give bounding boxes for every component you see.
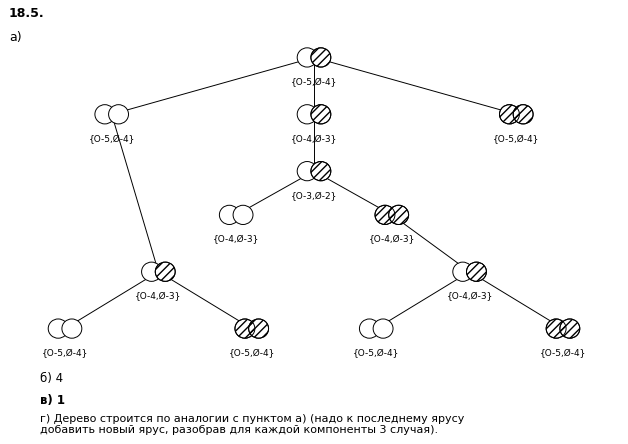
Ellipse shape	[109, 105, 129, 124]
Text: {O-5,Ø-4}: {O-5,Ø-4}	[42, 349, 88, 358]
Text: {O-5,Ø-4}: {O-5,Ø-4}	[89, 135, 135, 144]
Text: {O-5,Ø-4}: {O-5,Ø-4}	[291, 78, 337, 87]
Text: в) 1: в) 1	[40, 394, 65, 407]
Text: г) Дерево строится по аналогии с пунктом а) (надо к последнему ярусу
добавить но: г) Дерево строится по аналогии с пунктом…	[40, 414, 465, 436]
Text: б) 4: б) 4	[40, 373, 63, 385]
Text: {O-5,Ø-4}: {O-5,Ø-4}	[493, 135, 539, 144]
Ellipse shape	[311, 162, 331, 181]
Ellipse shape	[311, 105, 331, 124]
Ellipse shape	[359, 319, 379, 338]
Ellipse shape	[389, 205, 409, 225]
Ellipse shape	[62, 319, 82, 338]
Ellipse shape	[499, 105, 519, 124]
Ellipse shape	[373, 319, 393, 338]
Text: {O-5,Ø-4}: {O-5,Ø-4}	[229, 349, 275, 358]
Text: а): а)	[9, 31, 21, 44]
Text: {O-5,Ø-4}: {O-5,Ø-4}	[353, 349, 399, 358]
Ellipse shape	[297, 48, 317, 67]
Ellipse shape	[48, 319, 68, 338]
Ellipse shape	[560, 319, 580, 338]
Ellipse shape	[155, 262, 175, 281]
Text: {O-4,Ø-3}: {O-4,Ø-3}	[135, 292, 181, 301]
Ellipse shape	[513, 105, 533, 124]
Ellipse shape	[297, 162, 317, 181]
Text: {O-4,Ø-3}: {O-4,Ø-3}	[447, 292, 493, 301]
Ellipse shape	[311, 48, 331, 67]
Ellipse shape	[375, 205, 395, 225]
Text: 18.5.: 18.5.	[9, 7, 45, 20]
Ellipse shape	[249, 319, 269, 338]
Ellipse shape	[546, 319, 566, 338]
Ellipse shape	[297, 105, 317, 124]
Ellipse shape	[219, 205, 239, 225]
Ellipse shape	[141, 262, 161, 281]
Ellipse shape	[95, 105, 115, 124]
Text: {O-3,Ø-2}: {O-3,Ø-2}	[291, 192, 337, 201]
Text: {O-4,Ø-3}: {O-4,Ø-3}	[213, 235, 259, 245]
Ellipse shape	[467, 262, 487, 281]
Text: {O-4,Ø-3}: {O-4,Ø-3}	[369, 235, 415, 245]
Ellipse shape	[235, 319, 255, 338]
Text: {O-4,Ø-3}: {O-4,Ø-3}	[291, 135, 337, 144]
Text: {O-5,Ø-4}: {O-5,Ø-4}	[540, 349, 586, 358]
Ellipse shape	[233, 205, 253, 225]
Ellipse shape	[453, 262, 473, 281]
